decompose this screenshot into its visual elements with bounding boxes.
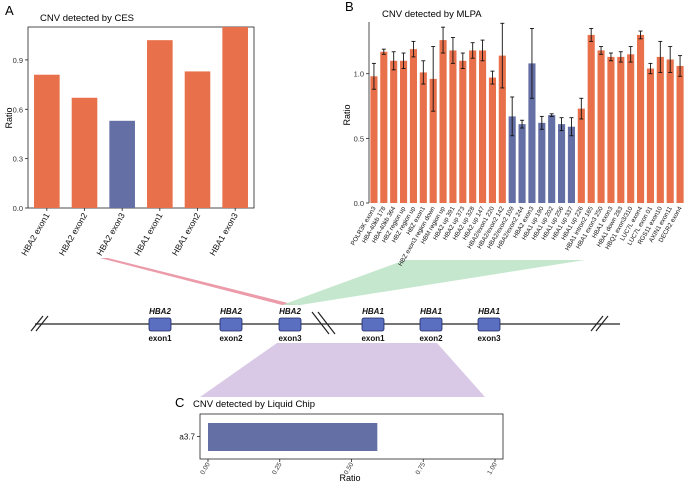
panel-a-xtick-label: HBA2 exon2 <box>57 211 90 258</box>
panel-b-bar <box>479 50 487 203</box>
panel-b-bar <box>508 116 516 203</box>
panel-a-title: CNV detected by CES <box>40 13 134 24</box>
panel-b-bar <box>419 72 427 204</box>
panel-c-xtick-label: 0.75 <box>415 461 428 476</box>
connector-wedge-mlpa <box>282 260 585 305</box>
panel-a-bar <box>222 27 248 208</box>
panel-a-ytick-label: 0.9 <box>13 56 23 65</box>
panel-c-category-label: a3.7 <box>179 433 195 442</box>
chromosome-break-right <box>590 315 609 332</box>
exon-name-label: exon2 <box>419 334 443 343</box>
panel-b-bar <box>567 126 575 203</box>
exon-name-label: exon1 <box>148 334 172 343</box>
panel-b-ytick-label: 1.0 <box>354 70 364 79</box>
panel-a-ylabel: Ratio <box>4 107 14 128</box>
panel-b-bar <box>617 56 625 204</box>
gene-map: HBA2 exon1 HBA2 exon2 HBA2 exon3 HBA1 exon1 HBA1… <box>30 307 620 343</box>
panel-b-bar <box>390 60 398 204</box>
panel-c-chart: a3.70.00 0.25 0.50 0.75 1.00 <box>179 413 504 476</box>
panel-b-bar <box>439 40 447 203</box>
exon-gene-label: HBA2 <box>149 307 171 316</box>
panel-c-xtick-label: 1.00 <box>486 461 499 476</box>
panel-label-b: B <box>345 0 354 14</box>
panel-b-title: CNV detected by MLPA <box>382 9 482 20</box>
panel-b-bar <box>370 76 378 203</box>
panel-a-bar <box>34 74 60 208</box>
panel-b-bar <box>637 34 645 203</box>
panel-b-ytick-label: 0.5 <box>354 134 364 143</box>
panel-b-bar <box>488 77 496 203</box>
panel-b-ylabel: Ratio <box>342 104 352 125</box>
panel-b-bar <box>449 50 457 203</box>
panel-b-bar <box>676 65 684 203</box>
panel-b-bar <box>577 108 585 203</box>
panel-a-bar <box>147 40 173 208</box>
panel-a-ytick-label: 0.3 <box>13 155 23 164</box>
panel-b-bar <box>528 63 536 203</box>
panel-b-bar <box>380 51 388 203</box>
panel-b-bar <box>627 54 635 204</box>
panel-b-bar <box>429 78 437 203</box>
exon-name-label: exon3 <box>477 334 501 343</box>
exon-name-label: exon2 <box>219 334 243 343</box>
panel-a-chart: 0.0 0.3 0.6 0.9 HBA2 exon1 HBA2 exon2 HBA2 exo… <box>13 26 255 258</box>
panel-a-ytick-label: 0.0 <box>13 204 23 213</box>
chromosome-break-middle <box>311 311 336 335</box>
panel-a-xtick-label: HBA2 exon3 <box>94 211 127 258</box>
panel-b-ytick-label: 0.0 <box>354 199 364 208</box>
panel-b-bar <box>548 115 556 203</box>
exon-box <box>477 317 501 332</box>
exon-box <box>419 317 443 332</box>
panel-c-title: CNV detected by Liquid Chip <box>193 399 315 410</box>
panel-a-xtick-label: HBA1 exon2 <box>170 211 203 258</box>
panel-b-bar <box>409 49 417 204</box>
panel-b-bar <box>459 60 467 204</box>
panel-b-bar <box>538 122 546 203</box>
panel-b-bar <box>597 50 605 203</box>
exon-box <box>148 317 172 332</box>
panel-a-xtick-label: HBA2 exon1 <box>19 211 52 258</box>
panel-b-bar <box>666 59 674 203</box>
exon-box <box>278 317 302 332</box>
exon-gene-label: HBA1 <box>478 307 500 316</box>
panel-b-bar <box>656 56 664 204</box>
exon-name-label: exon1 <box>361 334 385 343</box>
panel-label-a: A <box>5 3 14 18</box>
panel-b-bar <box>400 60 408 204</box>
panel-a-frame <box>27 26 255 209</box>
panel-a-bar <box>184 71 211 208</box>
panel-b-bar <box>469 50 477 203</box>
exon-gene-label: HBA2 <box>279 307 301 316</box>
exon-gene-label: HBA1 <box>420 307 442 316</box>
panel-c-xtick-label: 0.00 <box>199 461 212 476</box>
panel-b-bar <box>498 55 506 203</box>
panel-a-bar <box>109 120 135 208</box>
panel-a-xtick-label: HBA1 exon3 <box>207 211 240 258</box>
panel-c-xtick-label: 0.25 <box>271 461 284 476</box>
exon-gene-label: HBA2 <box>220 307 242 316</box>
exon-box <box>361 317 385 332</box>
panel-a-bar <box>71 97 98 208</box>
panel-b-bar <box>558 124 566 203</box>
panel-c-bar <box>208 423 378 451</box>
panel-b-bar <box>587 34 595 203</box>
panel-c-xlabel: Ratio <box>339 473 360 483</box>
exon-name-label: exon3 <box>278 334 302 343</box>
panel-label-c: C <box>175 395 184 410</box>
exon-boxes: HBA2 exon1 HBA2 exon2 HBA2 exon3 HBA1 exon1 HBA1… <box>148 307 501 343</box>
panel-b-bar <box>646 68 654 204</box>
chromosome-break-left <box>30 315 49 332</box>
connector-wedge-ces <box>100 258 296 305</box>
panel-b-bar <box>607 56 615 204</box>
exon-gene-label: HBA1 <box>362 307 384 316</box>
panel-a-ytick-label: 0.6 <box>13 105 23 114</box>
panel-b-bar <box>518 124 526 203</box>
panel-a-xtick-label: HBA1 exon1 <box>132 211 165 258</box>
connector-wedge-liquid-chip <box>200 343 485 397</box>
exon-box <box>219 317 243 332</box>
